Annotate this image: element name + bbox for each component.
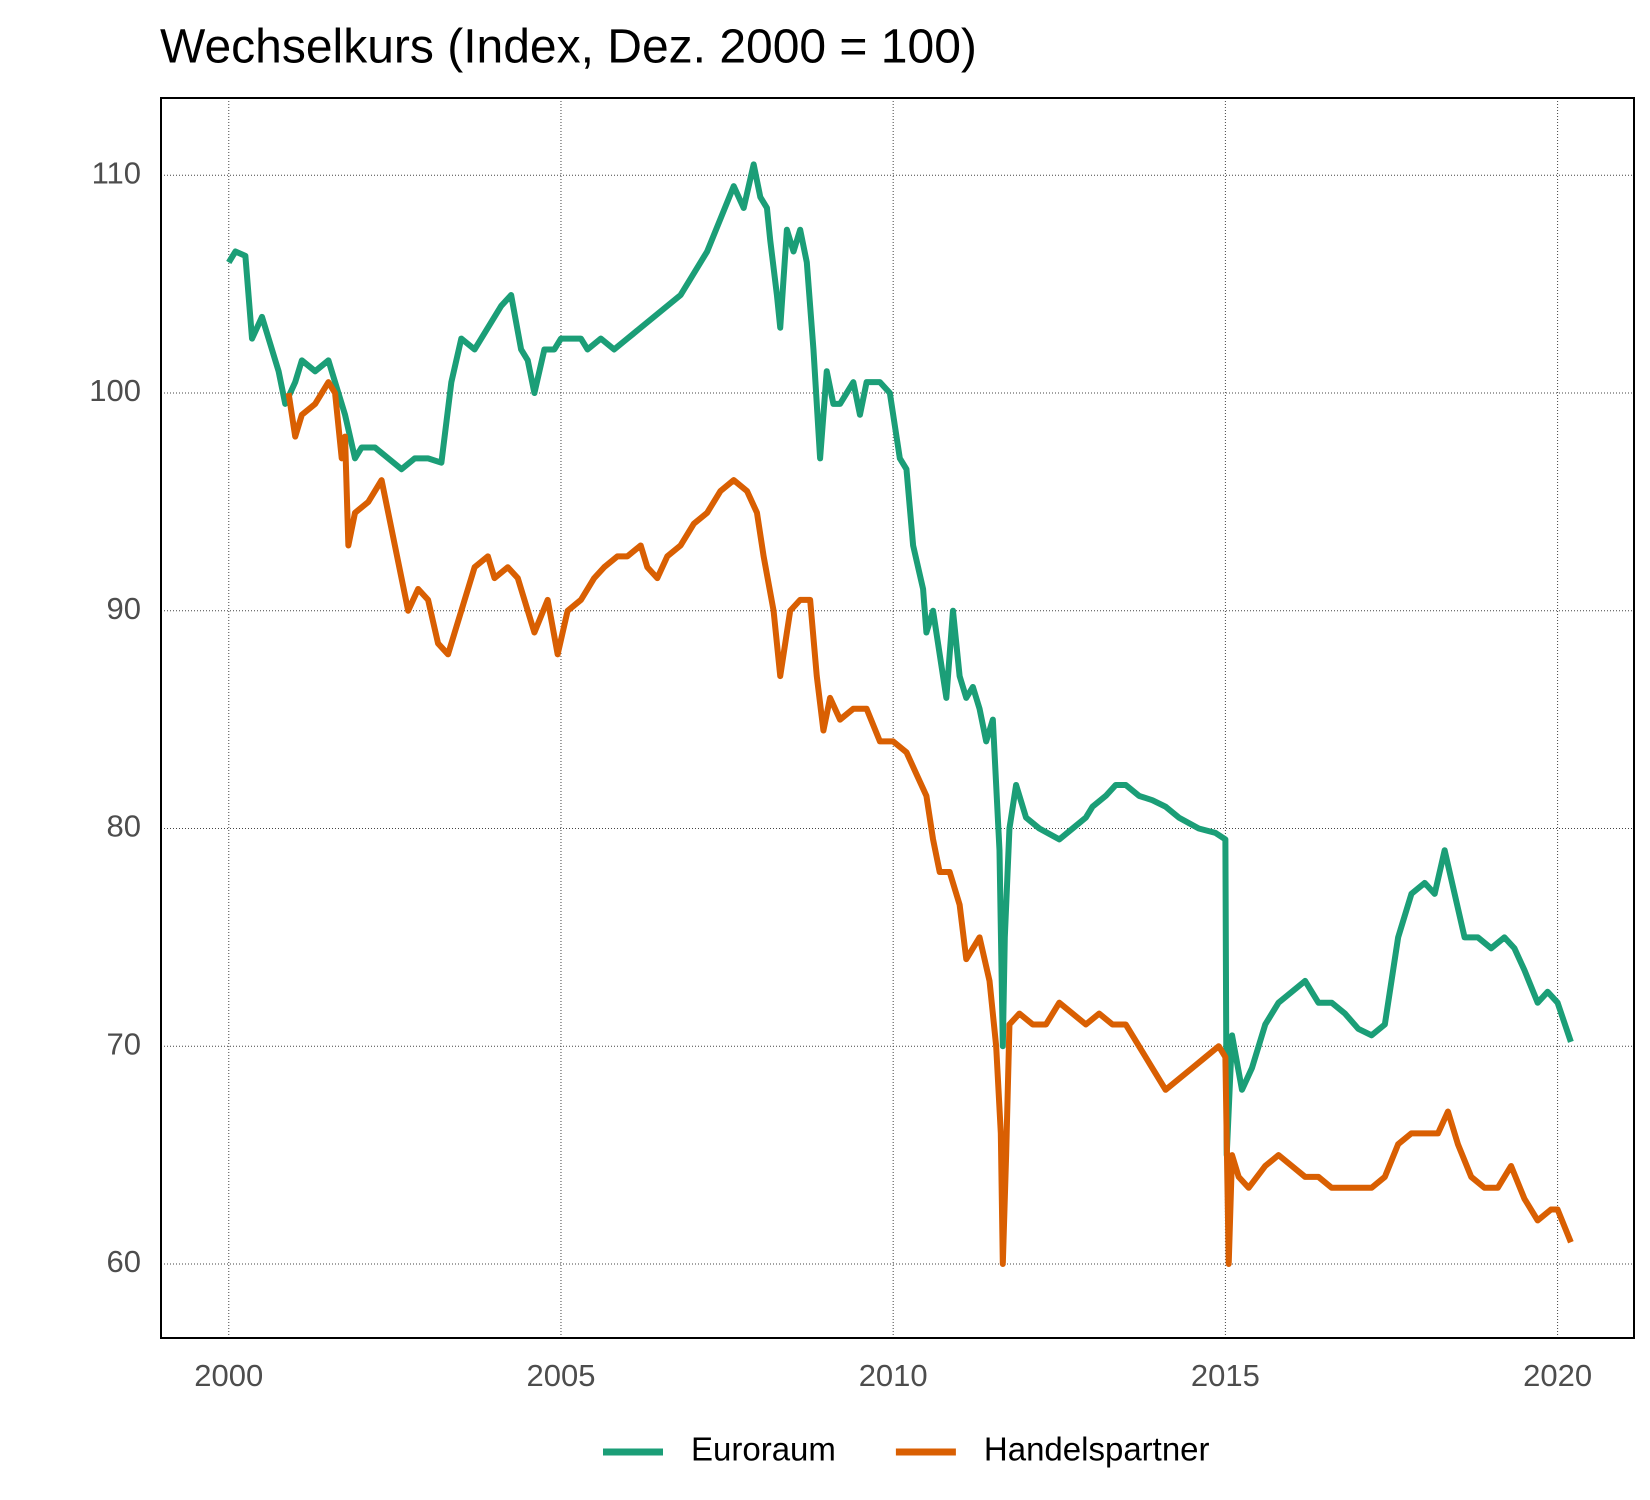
y-tick-label: 90: [107, 591, 141, 626]
y-tick-label: 60: [107, 1244, 141, 1279]
chart-title: Wechselkurs (Index, Dez. 2000 = 100): [160, 21, 977, 74]
x-tick-label: 2020: [1523, 1358, 1592, 1393]
y-tick-label: 80: [107, 809, 141, 844]
line: [285, 379, 1574, 1267]
plot-frame: [160, 97, 1635, 1339]
y-tick-label: 70: [107, 1026, 141, 1061]
x-tick-label: 2015: [1191, 1358, 1260, 1393]
line: [226, 161, 1574, 1159]
legend-label: Handelspartner: [984, 1431, 1210, 1468]
x-tick-label: 2010: [859, 1358, 928, 1393]
legend-label: Euroraum: [691, 1431, 836, 1468]
x-tick-label: 2000: [194, 1358, 263, 1393]
x-tick-label: 2005: [526, 1358, 595, 1393]
y-tick-label: 110: [92, 155, 141, 190]
y-tick-label: 100: [89, 373, 141, 408]
